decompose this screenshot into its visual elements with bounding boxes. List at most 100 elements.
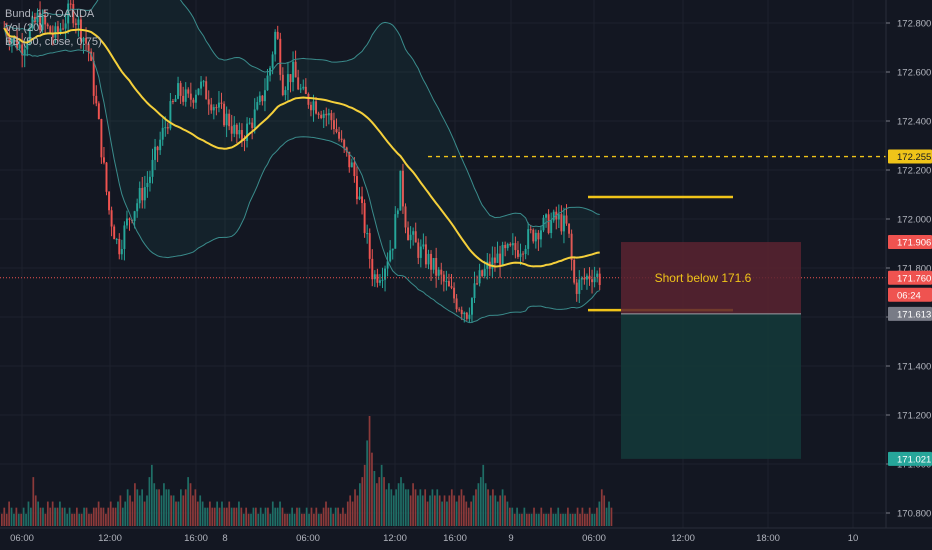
candle-body [504,245,507,249]
candle-body [501,245,504,266]
price-tag-label: 171.906 [897,238,931,249]
volume-bar [107,507,110,526]
volume-bar [172,495,175,526]
volume-bar [293,513,296,526]
candle-body [177,83,180,99]
volume-bar [371,452,373,526]
volume-bar [124,501,127,526]
volume-bar [136,489,139,526]
volume-bar [59,501,61,526]
candle-body [557,214,560,220]
candle-body [435,257,438,276]
time-axis-label: 12:00 [383,533,407,544]
candle-body [82,37,85,42]
volume-bar [504,495,506,526]
candle-body [21,44,24,56]
time-axis-bg [0,528,932,550]
candle-body [332,120,335,130]
volume-bar [189,483,192,526]
candle-body [279,38,282,75]
volume-bar [254,507,257,526]
candle-body [447,281,450,287]
candle-body [69,3,72,5]
price-axis-label: 172.400 [897,117,931,128]
volume-bar [591,513,593,526]
candle-body [87,43,90,52]
candle-body [432,257,435,270]
volume-bar [322,507,325,526]
candle-body [580,277,583,280]
volume-bar [460,489,463,526]
time-axis-label: 12:00 [671,533,695,544]
candle-body [105,162,108,192]
volume-bars [1,416,613,526]
candle-body [36,12,39,23]
time-axis-label: 10 [848,533,859,544]
candle-body [465,312,468,319]
volume-bar [559,513,562,526]
candle-body [141,187,144,201]
candle-body [496,253,499,263]
volume-bar [281,507,284,526]
candle-body [335,129,338,133]
candle-body [182,95,185,102]
volume-bar [414,489,417,526]
volume-bar [586,513,589,526]
volume-bar [223,507,226,526]
candle-body [261,95,264,102]
volume-bar [576,507,579,526]
candle-body [315,101,318,114]
price-tag-bg [888,451,932,466]
volume-bar [165,489,168,526]
candle-body [473,283,476,299]
candle-body [154,146,157,160]
candle-body [197,88,200,95]
volume-bar [112,507,114,526]
volume-bar [395,489,398,526]
volume-bar [332,513,335,526]
volume-bar [257,513,260,526]
volume-bar [262,513,264,526]
candle-body [184,89,187,102]
volume-bar [192,495,194,526]
candle-body [437,269,440,276]
candle-body [297,77,300,90]
candle-body [442,274,445,282]
candle-body [248,122,251,124]
candle-body [401,170,404,207]
volume-bar [199,495,202,526]
candle-body [499,253,502,266]
volume-bar [443,495,446,526]
volume-bar [85,507,88,526]
candle-body [95,95,98,104]
price-tag-label: 171.760 [897,273,931,284]
volume-bar [317,513,320,526]
candle-body [194,94,197,103]
volume-bar [484,483,487,526]
volume-bar [5,513,8,526]
volume-bar [221,501,223,526]
volume-bar [216,501,219,526]
candle-body [26,43,29,50]
candle-body [72,3,75,24]
candle-body [235,124,238,135]
volume-bar [267,507,269,526]
volume-bar [400,477,402,526]
volume-bar [27,501,30,526]
volume-bar [320,513,323,526]
volume-bar [92,507,95,526]
candle-body [49,26,52,34]
candle-body [179,83,182,96]
candle-body [289,74,292,83]
volume-bar [581,507,584,526]
volume-bar [593,513,596,526]
volume-bar [477,483,480,526]
price-tag-label: 172.255 [897,152,931,163]
volume-bar [37,501,40,526]
volume-bar [603,495,606,526]
volume-bar [412,483,414,526]
volume-bar [271,501,274,526]
candle-body [309,104,312,111]
